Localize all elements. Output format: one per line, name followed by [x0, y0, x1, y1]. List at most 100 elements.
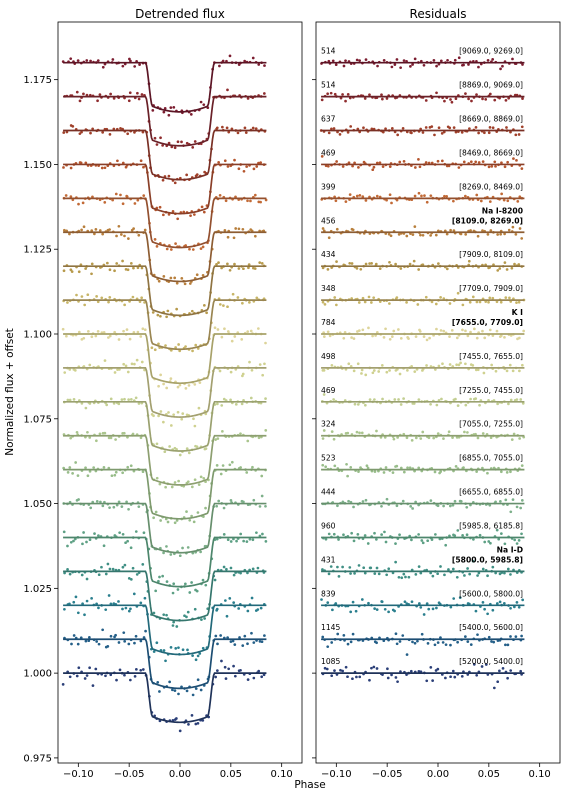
residual-point — [442, 504, 445, 508]
right-y-ticks — [312, 79, 316, 759]
data-point — [195, 589, 199, 593]
model-line — [63, 672, 267, 724]
residual-point — [477, 131, 480, 135]
data-point — [172, 413, 176, 417]
residual-point — [413, 370, 417, 373]
data-point — [227, 130, 231, 134]
data-point — [225, 126, 229, 130]
residual-14 — [320, 191, 525, 205]
data-point — [232, 236, 236, 240]
residual-point — [401, 499, 405, 503]
data-point — [167, 213, 171, 216]
data-point — [88, 666, 91, 670]
residual-point — [516, 200, 520, 203]
data-point — [123, 397, 126, 401]
data-point — [167, 141, 171, 145]
residual-point — [434, 233, 438, 237]
residual-point — [490, 165, 494, 168]
residual-point — [398, 160, 402, 164]
data-point — [152, 611, 156, 615]
data-point — [223, 665, 227, 669]
data-point — [164, 485, 167, 489]
data-point — [237, 267, 241, 270]
residual-point — [459, 361, 462, 365]
residual-point — [434, 302, 438, 306]
residual-point — [419, 233, 422, 237]
data-point — [109, 634, 113, 638]
data-point — [161, 144, 164, 147]
residual-point — [358, 59, 361, 62]
residual-point — [435, 403, 439, 407]
residual-point — [492, 640, 496, 644]
residual-point — [451, 436, 454, 440]
light-curve-6 — [62, 460, 267, 525]
residual-point — [460, 674, 464, 678]
residual-point — [402, 572, 406, 576]
data-point — [246, 199, 249, 203]
data-point — [226, 538, 230, 542]
data-point — [188, 591, 192, 594]
data-point — [221, 125, 224, 129]
data-point — [109, 397, 113, 401]
data-point — [142, 636, 146, 639]
residual-point — [449, 605, 453, 609]
residual-point — [431, 679, 434, 683]
data-point — [120, 398, 124, 401]
residual-point — [327, 131, 331, 135]
data-point — [250, 368, 254, 372]
residual-point — [472, 538, 475, 541]
model-line — [63, 231, 267, 283]
residual-point — [459, 500, 463, 503]
data-point — [184, 387, 188, 390]
data-point — [178, 729, 182, 733]
data-point — [183, 282, 187, 286]
residual-point — [439, 329, 443, 332]
residual-point — [351, 632, 355, 636]
residual-point — [489, 229, 493, 232]
data-point — [173, 146, 177, 150]
data-point — [121, 607, 124, 611]
data-point — [117, 641, 121, 644]
residual-point — [330, 364, 334, 367]
data-point — [263, 634, 266, 637]
residual-point — [398, 372, 402, 376]
data-point — [189, 214, 192, 218]
residual-point — [474, 126, 478, 129]
data-point — [250, 631, 253, 635]
data-point — [126, 132, 130, 136]
residual-point — [409, 65, 412, 68]
data-point — [106, 562, 110, 566]
residual-point — [515, 398, 519, 401]
data-point — [248, 301, 251, 304]
residual-point — [437, 126, 441, 130]
data-point — [186, 546, 190, 549]
residual-point — [403, 600, 407, 604]
residual-point — [468, 300, 472, 304]
residual-point — [509, 669, 513, 672]
data-point — [232, 573, 236, 577]
data-point — [91, 684, 95, 687]
data-point — [220, 335, 224, 339]
residual-10 — [321, 326, 526, 342]
data-point — [222, 304, 225, 307]
residual-point — [506, 160, 510, 164]
data-point — [101, 504, 105, 508]
residual-point — [450, 100, 454, 104]
x-tick-label: 0.10 — [271, 769, 293, 780]
data-point — [200, 205, 204, 209]
data-point — [88, 402, 92, 405]
data-point — [214, 438, 217, 441]
data-point — [185, 510, 188, 514]
residual-point — [464, 233, 468, 236]
data-point — [132, 592, 136, 596]
wavelength-range-label: [7909.0, 8109.0] — [459, 250, 523, 259]
data-point — [213, 326, 217, 330]
residual-point — [395, 198, 399, 202]
data-point — [121, 471, 124, 475]
data-point — [71, 125, 75, 128]
residual-point — [453, 499, 457, 503]
residual-point — [507, 96, 511, 100]
light-curve-series — [61, 54, 268, 733]
residual-point — [425, 338, 429, 342]
left-y-ticks: 0.975 1.000 1.025 1.050 1.075 1.100 1.125 1.150… — [23, 75, 58, 764]
